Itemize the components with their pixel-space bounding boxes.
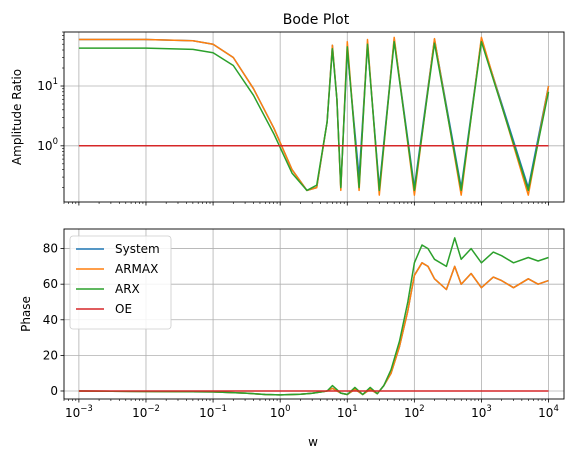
x-tick-label: 10−1 <box>199 404 227 420</box>
y-tick-label: 60 <box>43 277 58 291</box>
chart-title: Bode Plot <box>283 12 350 28</box>
series-line-arx <box>78 237 549 396</box>
phase-ylabel: Phase <box>19 296 33 332</box>
phase-xlabel: w <box>308 435 318 449</box>
x-tick-label: 101 <box>337 404 358 420</box>
legend-label-arx: ARX <box>115 282 140 296</box>
x-tick-label: 10−3 <box>65 404 93 420</box>
y-tick-label: 100 <box>37 137 58 153</box>
amplitude-axes-frame <box>63 31 565 203</box>
amplitude-panel: 101 100 Amplitude Ratio <box>10 31 565 206</box>
x-tick-label: 100 <box>270 404 291 420</box>
y-tick-label: 40 <box>43 313 58 327</box>
legend-box <box>69 235 172 330</box>
phase-axes-frame <box>63 228 565 400</box>
phase-panel: 0 20 40 60 80 10−3 10−2 10−1 100 101 102 103 104 Pha… <box>19 228 565 449</box>
y-tick-label: 101 <box>37 77 58 93</box>
legend-label-system: System <box>115 242 160 256</box>
legend-label-oe: OE <box>115 302 132 316</box>
legend: System ARMAX ARX OE <box>69 235 172 330</box>
x-tick-label: 102 <box>404 404 425 420</box>
x-tick-label: 104 <box>538 404 559 420</box>
y-tick-label: 0 <box>50 384 58 398</box>
x-tick-label: 103 <box>471 404 492 420</box>
series-line-arx <box>78 40 550 192</box>
legend-label-armax: ARMAX <box>115 262 158 276</box>
amplitude-ylabel: Amplitude Ratio <box>10 69 24 165</box>
y-tick-label: 20 <box>43 348 58 362</box>
y-tick-label: 80 <box>43 242 58 256</box>
x-tick-label: 10−2 <box>132 404 160 420</box>
